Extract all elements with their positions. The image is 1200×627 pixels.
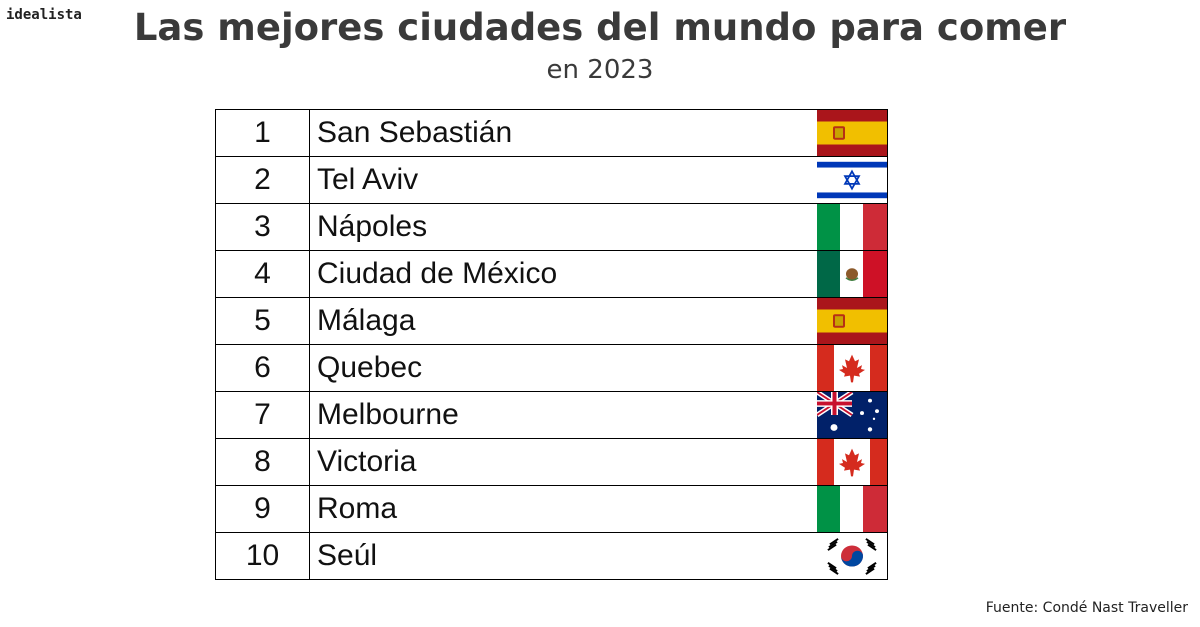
- ranking-table: 1 San Sebastián 2 Tel Aviv 3 Nápoles 4 Ciuda…: [215, 109, 888, 580]
- table-row: 8 Victoria: [215, 438, 888, 486]
- table-row: 6 Quebec: [215, 344, 888, 392]
- table-row: 9 Roma: [215, 485, 888, 533]
- israel-flag-icon: [817, 157, 887, 203]
- table-row: 7 Melbourne: [215, 391, 888, 439]
- city-name: Ciudad de México: [317, 257, 558, 290]
- city-cell: Tel Aviv: [309, 156, 888, 204]
- city-name: Nápoles: [317, 210, 428, 243]
- australia-flag-icon: [817, 392, 887, 438]
- city-name: Victoria: [317, 445, 417, 478]
- city-name: Málaga: [317, 304, 416, 337]
- city-name: Melbourne: [317, 398, 459, 431]
- spain-flag-icon: [817, 298, 887, 344]
- rank-cell: 9: [215, 485, 310, 533]
- table-row: 4 Ciudad de México: [215, 250, 888, 298]
- table-row: 1 San Sebastián: [215, 109, 888, 157]
- rank-cell: 10: [215, 532, 310, 580]
- city-cell: Quebec: [309, 344, 888, 392]
- spain-flag-icon: [817, 110, 887, 156]
- rank-cell: 8: [215, 438, 310, 486]
- city-cell: Victoria: [309, 438, 888, 486]
- south-korea-flag-icon: [817, 533, 887, 579]
- rank-cell: 4: [215, 250, 310, 298]
- rank-cell: 5: [215, 297, 310, 345]
- city-name: Tel Aviv: [317, 163, 419, 196]
- chart-subtitle: en 2023: [546, 55, 654, 85]
- city-name: Roma: [317, 492, 398, 525]
- city-cell: Ciudad de México: [309, 250, 888, 298]
- city-cell: Melbourne: [309, 391, 888, 439]
- canada-flag-icon: [817, 345, 887, 391]
- rank-cell: 3: [215, 203, 310, 251]
- source-note: Fuente: Condé Nast Traveller: [985, 600, 1188, 616]
- rank-cell: 1: [215, 109, 310, 157]
- canada-flag-icon: [817, 439, 887, 485]
- rank-cell: 6: [215, 344, 310, 392]
- table-row: 3 Nápoles: [215, 203, 888, 251]
- rank-cell: 7: [215, 391, 310, 439]
- rank-cell: 2: [215, 156, 310, 204]
- city-name: Quebec: [317, 351, 423, 384]
- city-cell: Nápoles: [309, 203, 888, 251]
- city-cell: San Sebastián: [309, 109, 888, 157]
- italy-flag-icon: [817, 204, 887, 250]
- city-cell: Roma: [309, 485, 888, 533]
- city-cell: Málaga: [309, 297, 888, 345]
- mexico-flag-icon: [817, 251, 887, 297]
- table-row: 10 Seúl: [215, 532, 888, 580]
- chart-title: Las mejores ciudades del mundo para come…: [133, 6, 1067, 49]
- city-name: San Sebastián: [317, 116, 513, 149]
- table-row: 2 Tel Aviv: [215, 156, 888, 204]
- brand-logo: idealista: [6, 7, 82, 23]
- italy-flag-icon: [817, 486, 887, 532]
- city-name: Seúl: [317, 539, 378, 572]
- table-row: 5 Málaga: [215, 297, 888, 345]
- city-cell: Seúl: [309, 532, 888, 580]
